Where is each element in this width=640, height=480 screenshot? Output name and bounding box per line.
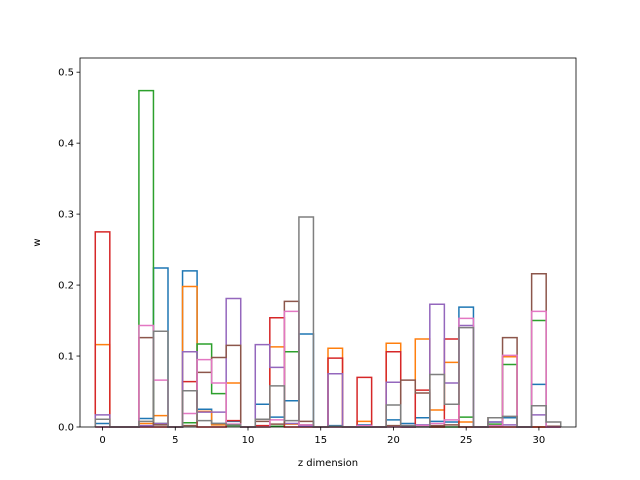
x-tick-label: 5 bbox=[172, 435, 178, 446]
x-axis: 0 5 10 15 20 25 30 bbox=[99, 427, 545, 446]
x-tick-label: 20 bbox=[387, 435, 400, 446]
x-axis-label: z dimension bbox=[298, 458, 358, 469]
y-tick-label: 0.0 bbox=[58, 423, 74, 434]
x-tick-label: 0 bbox=[99, 435, 105, 446]
y-tick-label: 0.2 bbox=[58, 281, 74, 292]
x-tick-label: 15 bbox=[314, 435, 327, 446]
plot-frame bbox=[79, 57, 577, 428]
y-tick-label: 0.5 bbox=[58, 68, 74, 79]
y-tick-label: 0.3 bbox=[58, 210, 74, 221]
x-tick-label: 25 bbox=[460, 435, 473, 446]
y-axis-label: w bbox=[32, 238, 43, 246]
x-tick-label: 10 bbox=[242, 435, 255, 446]
y-tick-label: 0.4 bbox=[58, 139, 74, 150]
x-tick-label: 30 bbox=[533, 435, 546, 446]
y-tick-label: 0.1 bbox=[58, 352, 74, 363]
y-axis: 0.0 0.1 0.2 0.3 0.4 0.5 bbox=[58, 68, 80, 434]
